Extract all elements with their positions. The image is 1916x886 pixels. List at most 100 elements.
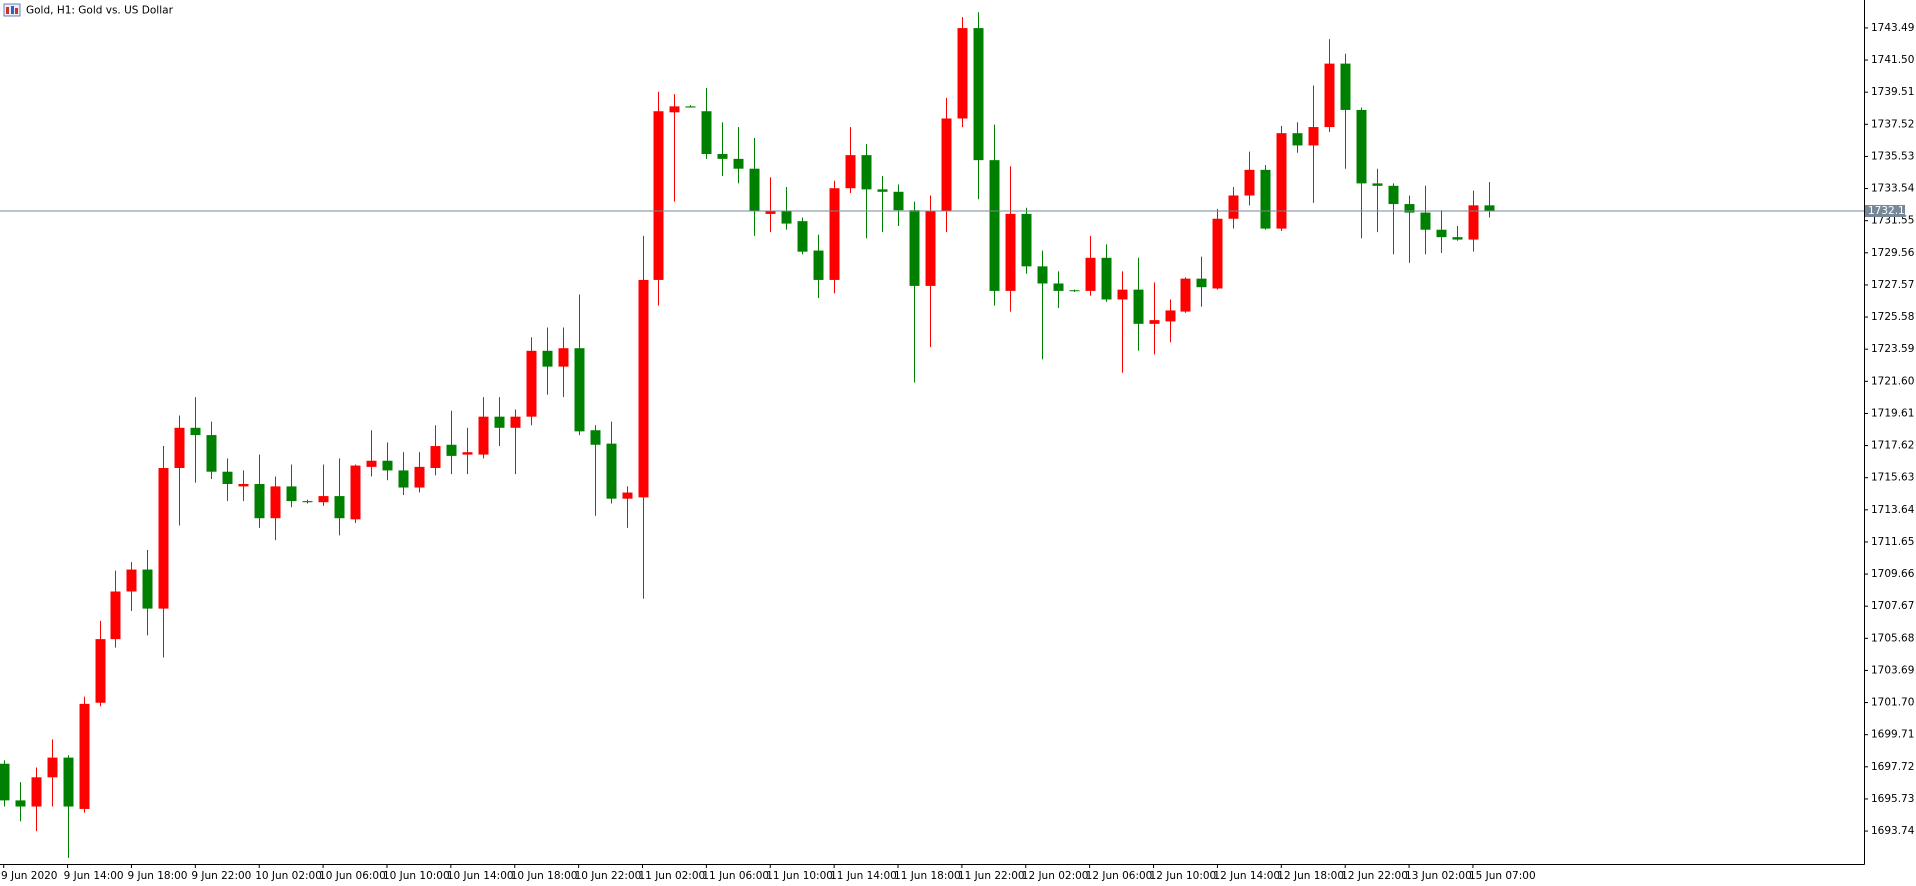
candle-body bbox=[1420, 212, 1431, 230]
y-tick-label: 1721.60 bbox=[1871, 375, 1914, 387]
x-tick-label: 11 Jun 10:00 bbox=[766, 870, 833, 882]
candle-body bbox=[510, 416, 521, 428]
y-tick-label: 1693.74 bbox=[1871, 825, 1915, 837]
candle-body bbox=[733, 158, 744, 169]
candle-body bbox=[446, 444, 457, 456]
candle-body bbox=[382, 460, 393, 471]
candle-body bbox=[47, 757, 58, 778]
candle-body bbox=[318, 496, 329, 503]
candle-body bbox=[158, 468, 169, 609]
candle-body bbox=[1196, 278, 1207, 288]
candle-body bbox=[941, 118, 952, 212]
candle-body bbox=[1053, 283, 1064, 291]
candle-body bbox=[1133, 289, 1144, 324]
candle-body bbox=[95, 639, 106, 703]
candle-body bbox=[0, 763, 10, 801]
y-tick-label: 1741.50 bbox=[1871, 54, 1914, 66]
x-tick-label: 10 Jun 02:00 bbox=[255, 870, 322, 882]
current-price-box bbox=[1865, 204, 1905, 217]
candle-body bbox=[1276, 133, 1287, 229]
x-tick-label: 9 Jun 2020 bbox=[1, 870, 57, 882]
candle-body bbox=[1452, 237, 1463, 240]
x-tick-label: 12 Jun 18:00 bbox=[1277, 870, 1344, 882]
candle-body bbox=[334, 496, 345, 519]
candle-body bbox=[717, 154, 728, 159]
candle-body bbox=[909, 210, 920, 286]
candle-body bbox=[1165, 310, 1176, 322]
x-tick-label: 9 Jun 22:00 bbox=[191, 870, 251, 882]
candle-body bbox=[781, 211, 792, 224]
candle-body bbox=[1212, 218, 1223, 289]
y-tick-label: 1703.69 bbox=[1871, 664, 1914, 676]
candle-body bbox=[685, 106, 696, 108]
y-tick-label: 1715.63 bbox=[1871, 472, 1914, 484]
y-tick-label: 1723.59 bbox=[1871, 343, 1914, 355]
candle-body bbox=[254, 483, 265, 519]
x-tick-label: 10 Jun 10:00 bbox=[383, 870, 450, 882]
candle-body bbox=[669, 106, 680, 113]
symbol-icon bbox=[3, 3, 21, 17]
candle-body bbox=[1356, 109, 1367, 184]
y-tick-label: 1711.65 bbox=[1871, 536, 1914, 548]
candle-body bbox=[142, 569, 153, 609]
x-tick-label: 11 Jun 14:00 bbox=[830, 870, 897, 882]
candle-body bbox=[542, 350, 553, 367]
y-tick-label: 1707.67 bbox=[1871, 600, 1914, 612]
candle-body bbox=[1292, 133, 1303, 146]
candle-body bbox=[190, 427, 201, 436]
candle-body bbox=[845, 155, 856, 189]
candle-body bbox=[749, 168, 760, 212]
candle-body bbox=[1037, 266, 1048, 284]
candle-body bbox=[1308, 127, 1319, 146]
x-tick-label: 9 Jun 18:00 bbox=[127, 870, 187, 882]
candle-body bbox=[606, 443, 617, 499]
x-tick-label: 10 Jun 06:00 bbox=[319, 870, 386, 882]
x-tick-label: 10 Jun 14:00 bbox=[447, 870, 514, 882]
candle-body bbox=[893, 191, 904, 211]
candle-body bbox=[1436, 229, 1447, 238]
candle-body bbox=[638, 279, 649, 498]
candle-body bbox=[1021, 213, 1032, 267]
chart-title: Gold, H1: Gold vs. US Dollar bbox=[26, 5, 174, 17]
x-tick-label: 12 Jun 10:00 bbox=[1150, 870, 1217, 882]
candle-body bbox=[1228, 195, 1239, 219]
candle-body bbox=[574, 348, 585, 432]
y-tick-label: 1719.61 bbox=[1871, 407, 1914, 419]
candle-body bbox=[238, 483, 249, 487]
y-tick-label: 1699.71 bbox=[1871, 729, 1914, 741]
candle-body bbox=[1069, 290, 1080, 292]
candle-body bbox=[1484, 205, 1495, 211]
candle-body bbox=[270, 486, 281, 519]
x-tick-label: 15 Jun 07:00 bbox=[1469, 870, 1536, 882]
candle-body bbox=[877, 189, 888, 192]
candle-body bbox=[286, 486, 297, 502]
candle-body bbox=[478, 416, 489, 455]
x-tick-label: 9 Jun 14:00 bbox=[64, 870, 124, 882]
y-tick-label: 1743.49 bbox=[1871, 22, 1914, 34]
candle-body bbox=[829, 188, 840, 280]
candle-body bbox=[1404, 204, 1415, 213]
candle-body bbox=[1085, 257, 1096, 291]
candle-body bbox=[15, 800, 26, 807]
candle-body bbox=[494, 416, 505, 428]
y-tick-label: 1737.52 bbox=[1871, 118, 1914, 130]
candle-body bbox=[701, 111, 712, 155]
candle-body bbox=[526, 350, 537, 417]
candle-body bbox=[110, 591, 121, 640]
y-tick-label: 1697.72 bbox=[1871, 761, 1914, 773]
candle-body bbox=[206, 435, 217, 472]
x-tick-label: 12 Jun 02:00 bbox=[1022, 870, 1089, 882]
x-tick-label: 12 Jun 14:00 bbox=[1213, 870, 1280, 882]
current-price-label: 1732.15 bbox=[1868, 205, 1911, 217]
candle-body bbox=[222, 471, 233, 484]
candle-body bbox=[79, 703, 90, 809]
x-tick-label: 11 Jun 02:00 bbox=[639, 870, 706, 882]
y-tick-label: 1733.54 bbox=[1871, 183, 1915, 195]
x-tick-label: 12 Jun 22:00 bbox=[1341, 870, 1408, 882]
x-tick-label: 11 Jun 06:00 bbox=[702, 870, 769, 882]
candle-body bbox=[1117, 289, 1128, 300]
x-tick-label: 11 Jun 22:00 bbox=[958, 870, 1025, 882]
